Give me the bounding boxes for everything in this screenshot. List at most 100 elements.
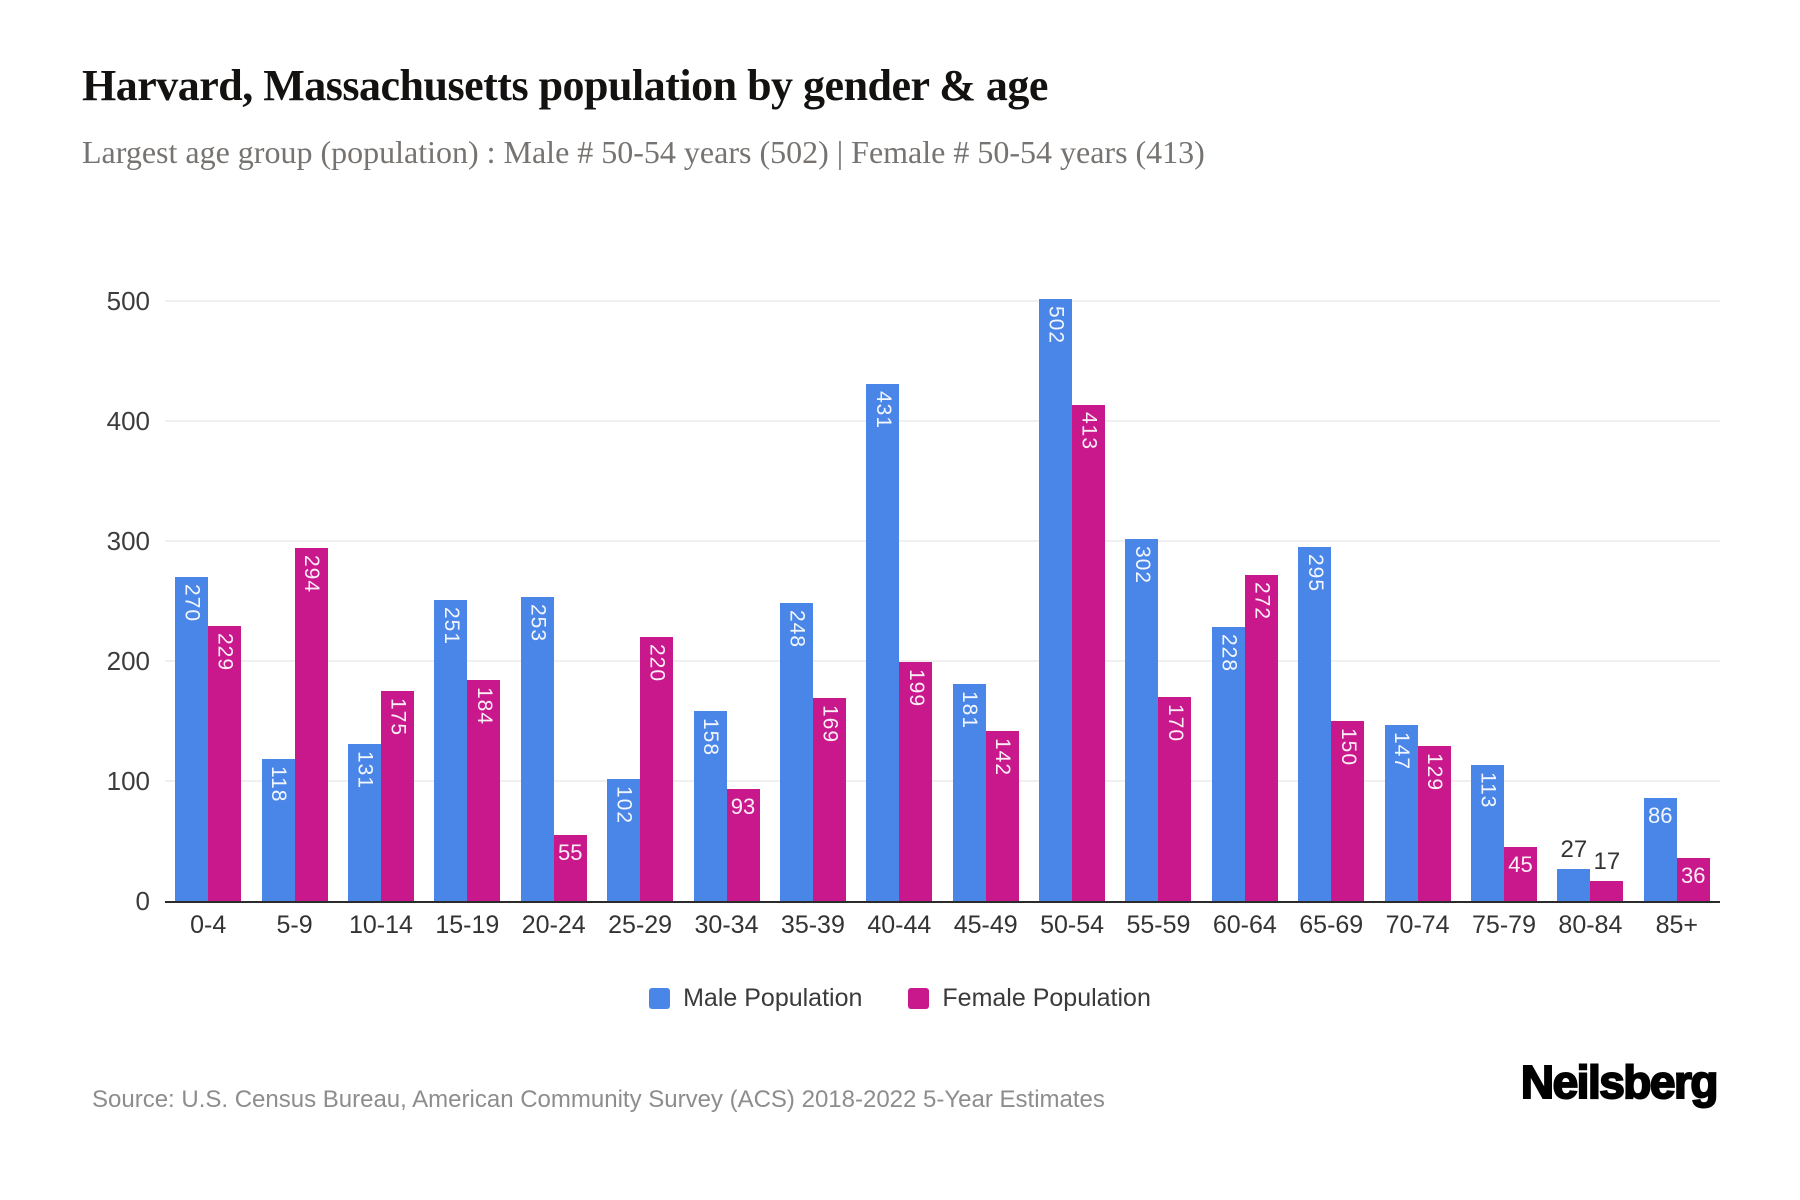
bar-value-label: 175 [386,698,410,737]
bar-female-0-4: 229 [208,626,242,901]
bar-value-label: 36 [1681,862,1706,888]
bar-male-45-49: 181 [952,683,986,901]
bar-female-15-19: 184 [467,680,501,901]
bar-value-label: 150 [1336,728,1360,767]
bar-value-label: 229 [213,633,237,672]
x-axis-label-80-84: 80-84 [1558,911,1623,939]
gridline-500 [165,300,1720,302]
bar-female-65-69: 150 [1331,721,1365,901]
bar-female-20-24: 55 [553,835,587,901]
legend-swatch-icon [908,988,930,1009]
bar-value-label: 294 [300,555,324,594]
x-axis-label-50-54: 50-54 [1040,911,1105,939]
x-axis-label-45-49: 45-49 [953,911,1018,939]
bar-value-label: 431 [871,390,895,429]
y-axis-label-100: 100 [106,766,150,796]
x-axis-label-35-39: 35-39 [780,911,845,939]
bar-value-label: 413 [1077,412,1101,451]
bar-male-30-34: 158 [693,711,727,901]
bar-female-55-59: 170 [1158,697,1192,901]
bar-male-5-9: 118 [261,759,295,901]
bar-value-label: 86 [1648,802,1673,828]
bar-female-80-84 [1590,880,1624,901]
bar-female-5-9: 294 [294,548,328,901]
bar-female-75-79: 45 [1504,847,1538,901]
bar-value-label: 113 [1476,772,1500,809]
bar-female-25-29: 220 [640,637,674,901]
x-axis-label-75-79: 75-79 [1472,911,1536,939]
x-axis-line [165,901,1720,903]
bar-female-85+: 36 [1676,857,1710,901]
bar-male-75-79: 113 [1471,765,1505,901]
x-axis-label-55-59: 55-59 [1126,911,1191,939]
bar-male-70-74: 147 [1384,724,1418,901]
legend-item-male-population[interactable]: Male Population [649,984,862,1013]
gridline-300 [165,540,1720,542]
bar-male-80-84 [1557,868,1591,901]
bar-value-label: 169 [818,705,842,744]
bar-female-10-14: 175 [380,691,414,901]
bar-value-label: 295 [1303,554,1327,593]
bar-male-15-19: 251 [434,599,468,901]
bar-value-label: 102 [612,785,636,824]
bar-value-label: 184 [472,687,496,726]
bar-female-40-44: 199 [899,662,933,901]
bar-value-label: 27 [1560,835,1588,863]
bar-female-45-49: 142 [985,730,1019,901]
bar-value-label: 170 [1163,704,1187,743]
bar-value-label: 93 [730,794,756,820]
bar-male-65-69: 295 [1298,547,1332,901]
bar-value-label: 131 [353,750,377,789]
gridline-400 [165,420,1720,422]
x-axis-label-0-4: 0-4 [190,911,227,939]
bar-male-40-44: 431 [866,383,900,901]
bar-male-35-39: 248 [779,603,813,901]
chart-legend: Male Population Female Population [0,984,1800,1013]
bar-female-70-74: 129 [1417,746,1451,901]
bar-value-label: 272 [1250,581,1274,620]
legend-item-label: Male Population [683,984,863,1012]
bar-female-50-54: 413 [1072,405,1106,901]
bar-value-label: 142 [991,737,1015,776]
bar-value-label: 199 [904,669,928,708]
x-axis-label-70-74: 70-74 [1385,911,1450,939]
x-axis-label-60-64: 60-64 [1212,911,1277,939]
y-axis-label-0: 0 [135,886,150,916]
bar-value-label: 220 [645,644,669,683]
y-axis-label-500: 500 [106,286,150,316]
bar-value-label: 302 [1130,545,1154,584]
bar-female-35-39: 169 [812,698,846,901]
x-axis-label-65-69: 65-69 [1299,911,1364,939]
bar-value-label: 17 [1593,847,1621,875]
bar-value-label: 251 [439,606,463,645]
bar-male-60-64: 228 [1211,627,1245,901]
chart-title: Harvard, Massachusetts population by gen… [82,61,1048,110]
x-axis-label-85+: 85+ [1655,911,1698,939]
y-axis-label-200: 200 [106,646,150,676]
bar-value-label: 118 [267,766,291,803]
y-axis-label-400: 400 [106,406,150,436]
y-axis-label-300: 300 [106,526,150,556]
x-axis-label-25-29: 25-29 [608,911,673,939]
bar-value-label: 253 [526,604,550,643]
bar-value-label: 248 [785,610,809,649]
bar-male-20-24: 253 [520,597,554,901]
bar-value-label: 270 [180,584,204,623]
bar-value-label: 147 [1390,731,1414,770]
legend-swatch-icon [649,988,671,1009]
x-axis-label-15-19: 15-19 [435,911,500,939]
bar-male-50-54: 502 [1039,298,1073,901]
bar-male-55-59: 302 [1125,538,1159,901]
bar-value-label: 228 [1217,634,1241,673]
x-axis-label-30-34: 30-34 [694,911,759,939]
legend-item-female-population[interactable]: Female Population [908,984,1151,1013]
bar-male-10-14: 131 [347,743,381,901]
bar-male-25-29: 102 [607,778,641,901]
gridline-100 [165,780,1720,782]
bar-male-0-4: 270 [175,577,209,901]
bar-value-label: 502 [1044,305,1068,344]
x-axis-label-40-44: 40-44 [867,911,932,939]
bar-female-60-64: 272 [1244,574,1278,901]
bar-value-label: 55 [558,840,583,865]
